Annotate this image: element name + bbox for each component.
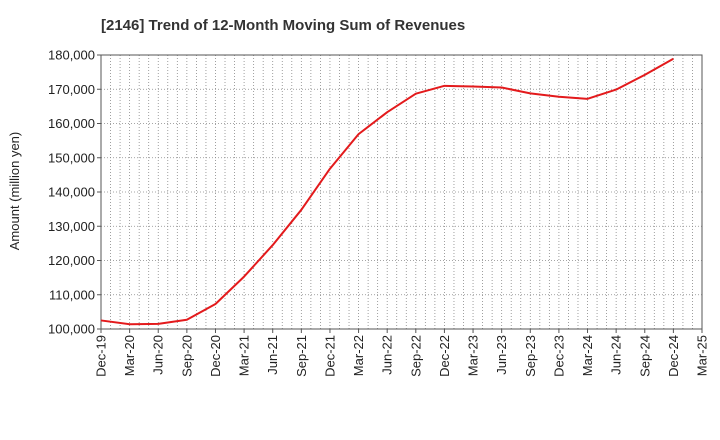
x-tick-label: Mar-25 — [695, 335, 710, 376]
y-tick-label: 140,000 — [48, 185, 95, 200]
x-axis: Dec-19 Mar-20 Jun-20 Sep-20 Dec-20 Mar-21 Jun-… — [94, 329, 710, 377]
x-tick-label: Mar-22 — [351, 335, 366, 376]
x-tick-label: Dec-21 — [322, 335, 337, 377]
x-tick-label: Jun-24 — [609, 335, 624, 375]
series-layer — [100, 57, 674, 326]
x-tick-label: Dec-19 — [94, 335, 109, 377]
x-tick-label: Dec-24 — [666, 335, 681, 377]
x-tick-label: Jun-23 — [494, 335, 509, 375]
x-tick-label: Mar-23 — [466, 335, 481, 376]
y-tick-label: 120,000 — [48, 253, 95, 268]
x-tick-label: Sep-21 — [294, 335, 309, 377]
x-tick-label: Jun-20 — [151, 335, 166, 375]
x-tick-label: Dec-20 — [208, 335, 223, 377]
y-tick-label: 100,000 — [48, 322, 95, 337]
series-line — [100, 57, 674, 326]
x-tick-label: Dec-22 — [437, 335, 452, 377]
x-tick-label: Sep-22 — [408, 335, 423, 377]
x-tick-label: Jun-22 — [380, 335, 395, 375]
gridlines — [100, 54, 703, 330]
y-axis: 100,000 110,000 120,000 130,000 140,000 150,0… — [48, 48, 101, 337]
x-tick-label: Sep-24 — [637, 335, 652, 377]
y-tick-label: 110,000 — [49, 287, 95, 302]
x-tick-label: Jun-21 — [265, 335, 280, 375]
x-tick-label: Mar-20 — [122, 335, 137, 376]
x-tick-label: Sep-20 — [179, 335, 194, 377]
x-tick-label: Dec-23 — [551, 335, 566, 377]
x-tick-label: Sep-23 — [523, 335, 538, 377]
x-tick-label: Mar-21 — [237, 335, 252, 376]
y-tick-label: 130,000 — [48, 219, 95, 234]
y-axis-label: Amount (million yen) — [7, 132, 22, 251]
y-tick-label: 150,000 — [48, 150, 95, 165]
chart-title: [2146] Trend of 12-Month Moving Sum of R… — [101, 17, 465, 34]
y-tick-label: 180,000 — [48, 48, 95, 63]
y-tick-label: 160,000 — [48, 116, 95, 131]
y-tick-label: 170,000 — [48, 82, 95, 97]
x-tick-label: Mar-24 — [580, 335, 595, 376]
